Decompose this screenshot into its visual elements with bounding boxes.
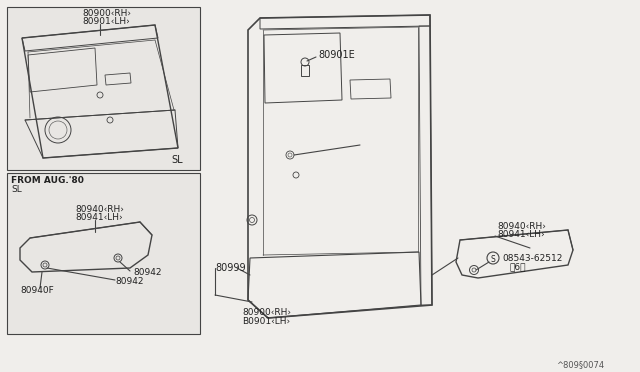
Text: 80940‹RH›: 80940‹RH› — [75, 205, 124, 214]
Text: 80999: 80999 — [215, 263, 246, 273]
Text: 80942: 80942 — [133, 268, 161, 277]
Text: SL: SL — [172, 155, 183, 165]
Text: 80940F: 80940F — [20, 286, 54, 295]
Text: 80940‹RH›: 80940‹RH› — [497, 222, 546, 231]
Bar — [7, 173, 200, 334]
Text: 80900‹RH›: 80900‹RH› — [82, 9, 131, 18]
Text: 80901‹LH›: 80901‹LH› — [82, 17, 130, 26]
Text: 80901E: 80901E — [318, 50, 355, 60]
Text: B0901‹LH›: B0901‹LH› — [242, 317, 290, 326]
Text: 80941‹LH›: 80941‹LH› — [75, 213, 123, 222]
Text: SL: SL — [11, 185, 22, 194]
Text: 80942: 80942 — [115, 277, 143, 286]
Text: 〈6〉: 〈6〉 — [510, 262, 527, 271]
Text: FROM AUG.'80: FROM AUG.'80 — [11, 176, 84, 185]
Text: ^809§0074: ^809§0074 — [556, 360, 604, 369]
Bar — [7, 7, 200, 170]
Text: 08543-62512: 08543-62512 — [502, 254, 563, 263]
Text: 80900‹RH›: 80900‹RH› — [242, 308, 291, 317]
Text: S: S — [491, 254, 495, 263]
Text: 80941‹LH›: 80941‹LH› — [497, 230, 545, 239]
